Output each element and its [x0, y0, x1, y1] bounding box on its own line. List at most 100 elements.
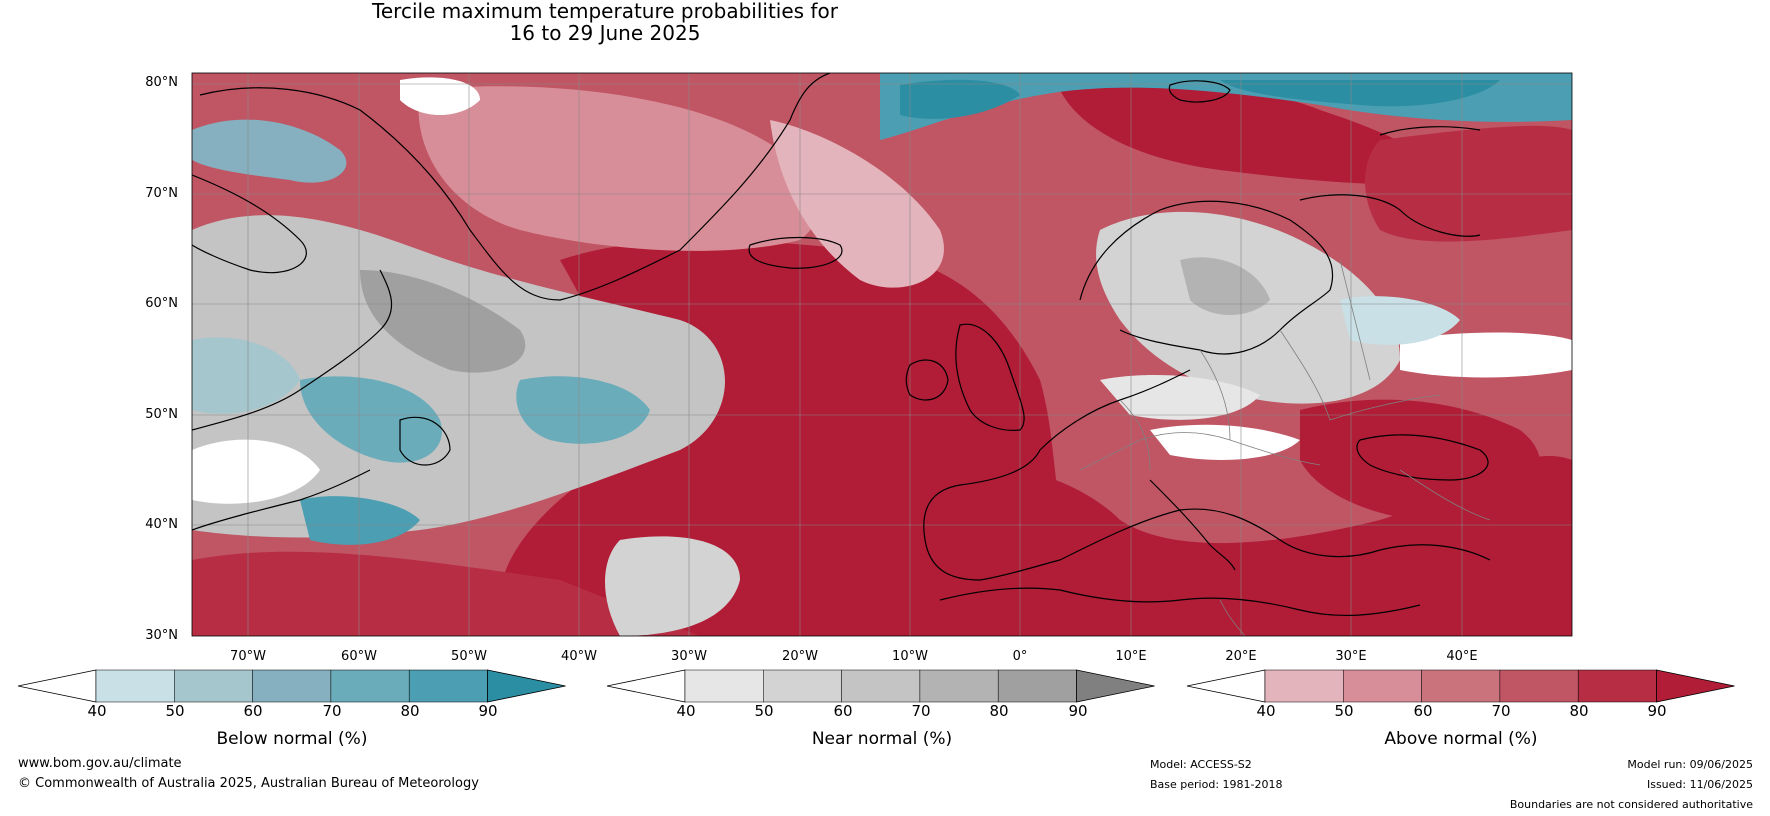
lon-label-30e: 30°E — [1335, 649, 1367, 664]
colorbar-near-tick: 50 — [754, 702, 774, 720]
colorbar-segment — [95, 669, 175, 703]
colorbar-near-label: Near normal (%) — [811, 729, 953, 749]
colorbar-max-extension — [1076, 669, 1155, 703]
colorbar-above-label: Above normal (%) — [1384, 729, 1538, 749]
coast-baffin — [192, 174, 307, 274]
colorbar-below-tick: 70 — [322, 702, 342, 720]
field-above-80-south — [192, 551, 700, 636]
coast-labrador — [192, 269, 393, 431]
field-below-west-4 — [516, 376, 650, 444]
colorbar-segment — [997, 669, 1077, 703]
colorbar-below-tick: 60 — [243, 702, 263, 720]
colorbar-above-tick: 50 — [1334, 702, 1354, 720]
colorbar-min-extension — [17, 669, 97, 703]
colorbar-below-tick: 50 — [165, 702, 185, 720]
field-below-arctic-ne-core — [900, 79, 1500, 119]
colorbar-segment — [252, 669, 332, 703]
field-above-90-barents — [1060, 82, 1440, 185]
field-near-labrador-dark — [360, 270, 526, 373]
coast-france-north — [1039, 369, 1191, 451]
coast-newfoundland — [399, 416, 451, 466]
colorbar-segment — [1421, 669, 1501, 703]
lat-label-60n: 60°N — [145, 296, 178, 311]
lon-label-40w: 40°W — [561, 649, 597, 664]
colorbar-below-tick: 90 — [478, 702, 498, 720]
colorbar-min-extension — [606, 669, 686, 703]
lon-label-20w: 20°W — [782, 649, 818, 664]
coast-italy — [1149, 479, 1236, 571]
coast-novaya-zemlya — [1379, 126, 1481, 136]
coast-europe-west — [923, 449, 1061, 581]
map-frame — [191, 72, 1573, 637]
map-title-line1: Tercile maximum temperature probabilitie… — [372, 0, 838, 23]
field-above-90-russia — [1365, 125, 1572, 242]
colorbar-segment — [1264, 669, 1344, 703]
lon-label-50w: 50°W — [451, 649, 487, 664]
lon-label-0: 0° — [1012, 649, 1028, 664]
field-above-40-north — [770, 120, 944, 288]
footer-disclaimer: Boundaries are not considered authoritat… — [1509, 798, 1753, 811]
lon-label-60w: 60°W — [341, 649, 377, 664]
lon-label-40e: 40°E — [1446, 649, 1478, 664]
colorbar-segment — [330, 669, 410, 703]
colorbar-max-extension — [1656, 669, 1735, 703]
colorbar-near-tick: 90 — [1068, 702, 1088, 720]
colorbar-max-extension — [487, 669, 566, 703]
graticule — [192, 73, 1572, 636]
field-below-west-1 — [192, 119, 347, 183]
field-below-finland — [1340, 296, 1460, 345]
footer-copyright: © Commonwealth of Australia 2025, Austra… — [18, 776, 479, 791]
colorbar-below-label: Below normal (%) — [216, 729, 368, 749]
colorbar-segment — [1577, 669, 1657, 703]
footer-model-run: Model run: 09/06/2025 — [1627, 758, 1753, 771]
colorbar-near-tick: 40 — [676, 702, 696, 720]
field-below-west-2 — [300, 376, 442, 463]
colorbar-above-tick: 60 — [1413, 702, 1433, 720]
colorbar-segment — [1499, 669, 1579, 703]
coast-svalbard — [1168, 80, 1231, 103]
colorbar-segment — [684, 669, 764, 703]
colorbar-near-tick: 70 — [911, 702, 931, 720]
colorbar-min-extension — [1186, 669, 1266, 703]
coast-britain — [955, 323, 1025, 431]
colorbar-segment — [763, 669, 842, 703]
field-white-2 — [400, 77, 480, 115]
map-title-line2: 16 to 29 June 2025 — [509, 21, 701, 45]
field-above-80-black-sea — [1300, 399, 1541, 522]
field-white-1 — [192, 439, 320, 504]
colorbar-segment — [841, 669, 921, 703]
field-white-4 — [1400, 332, 1572, 378]
colorbar-above-tick: 70 — [1491, 702, 1511, 720]
field-near-labrador — [192, 215, 725, 538]
lon-label-20e: 20°E — [1225, 649, 1257, 664]
footer-website: www.bom.gov.au/climate — [18, 756, 182, 771]
coast-ireland — [905, 359, 949, 401]
country-borders — [1079, 259, 1491, 636]
lat-label-80n: 80°N — [145, 75, 178, 90]
colorbar-near — [606, 669, 1155, 703]
colorbar-segment — [408, 669, 488, 703]
field-near-mid-atlantic — [605, 536, 740, 636]
lat-label-70n: 70°N — [145, 186, 178, 201]
colorbar-above-tick: 90 — [1647, 702, 1667, 720]
coast-greenland — [199, 73, 831, 301]
field-white-3 — [1150, 424, 1300, 460]
lat-label-40n: 40°N — [145, 517, 178, 532]
footer-base-period: Base period: 1981-2018 — [1150, 778, 1283, 791]
lon-label-70w: 70°W — [230, 649, 266, 664]
coast-us-east — [192, 469, 371, 531]
footer-model: Model: ACCESS-S2 — [1150, 758, 1252, 771]
field-below-west-5 — [300, 496, 420, 545]
colorbar-below-tick: 40 — [87, 702, 107, 720]
colorbar-below — [17, 669, 566, 703]
lon-label-10w: 10°W — [892, 649, 928, 664]
coast-north-africa — [939, 587, 1421, 617]
field-near-scandinavia-dark — [1180, 257, 1270, 315]
colorbar-near-tick: 60 — [833, 702, 853, 720]
coast-iceland — [748, 236, 843, 269]
map-fields — [192, 73, 1572, 636]
coast-mediterranean — [1059, 508, 1491, 561]
colorbar-segment — [1343, 669, 1422, 703]
lon-label-10e: 10°E — [1115, 649, 1147, 664]
